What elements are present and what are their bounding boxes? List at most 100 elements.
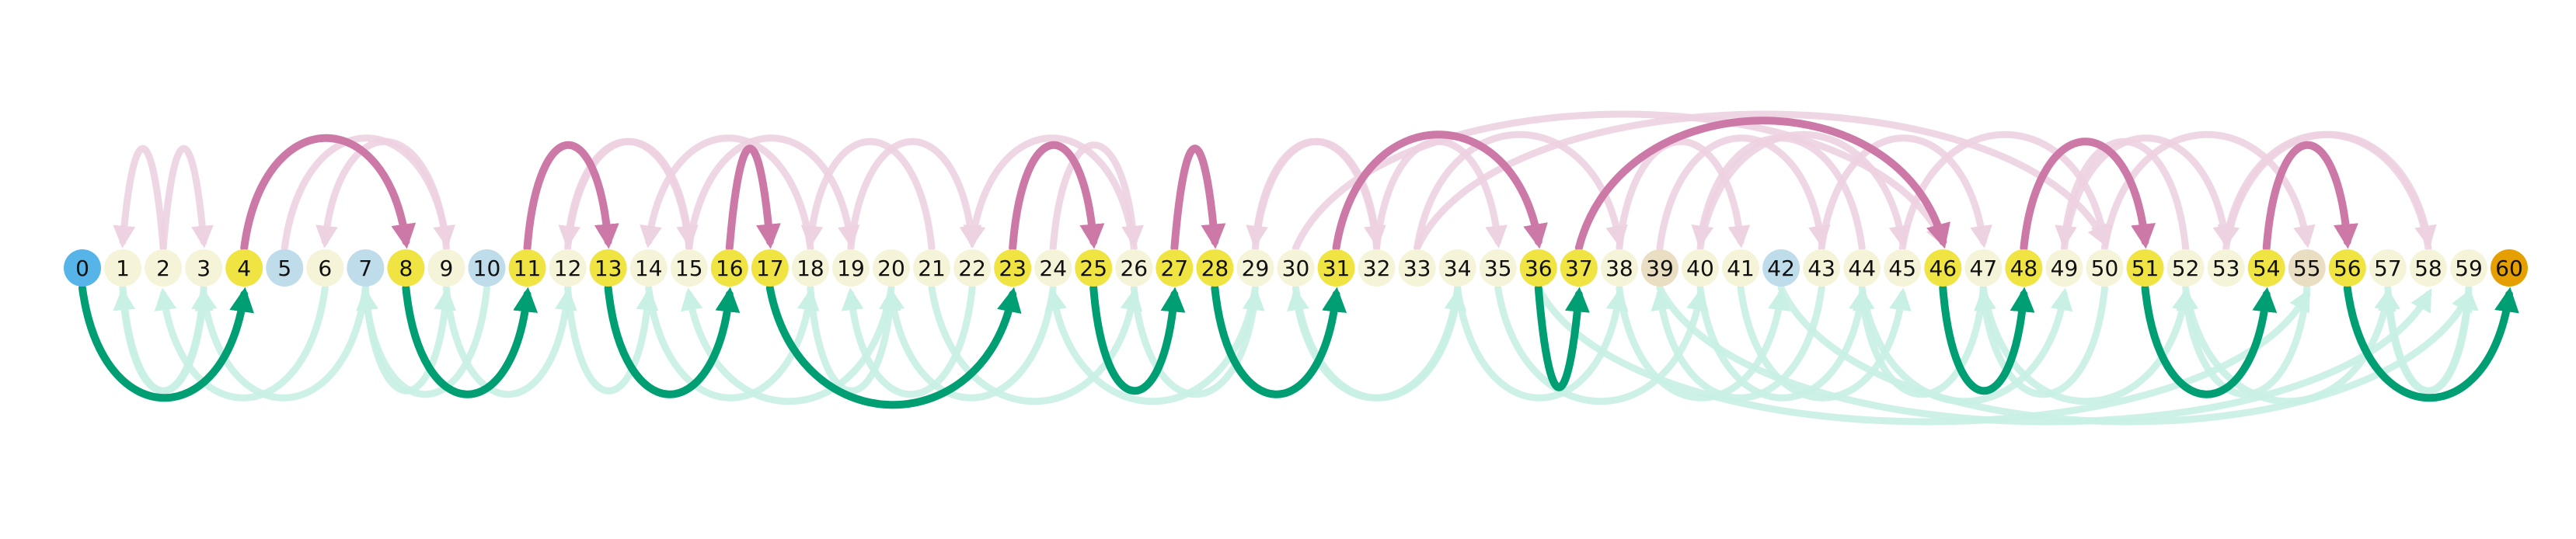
node-label: 22 (958, 256, 986, 281)
node-label: 10 (473, 256, 501, 281)
node-37: 37 (1560, 249, 1598, 287)
node-55: 55 (2288, 249, 2326, 287)
node-label: 36 (1525, 256, 1553, 281)
node-label: 26 (1120, 256, 1148, 281)
node-label: 31 (1323, 256, 1351, 281)
node-label: 25 (1079, 256, 1107, 281)
node-40: 40 (1682, 249, 1719, 287)
node-7: 7 (347, 249, 384, 287)
node-label: 50 (2091, 256, 2119, 281)
node-38: 38 (1601, 249, 1638, 287)
node-label: 47 (1970, 256, 1998, 281)
node-25: 25 (1075, 249, 1112, 287)
node-label: 16 (716, 256, 744, 281)
node-label: 55 (2293, 256, 2321, 281)
node-15: 15 (671, 249, 708, 287)
node-39: 39 (1641, 249, 1678, 287)
node-label: 1 (116, 256, 130, 281)
node-label: 49 (2051, 256, 2079, 281)
node-label: 58 (2414, 256, 2442, 281)
node-27: 27 (1156, 249, 1193, 287)
node-label: 14 (635, 256, 663, 281)
node-57: 57 (2369, 249, 2407, 287)
path-arc-48-to-51 (2024, 141, 2145, 248)
node-20: 20 (873, 249, 910, 287)
path-arc-28-to-31 (1215, 288, 1336, 395)
node-label: 59 (2455, 256, 2483, 281)
node-10: 10 (469, 249, 506, 287)
node-51: 51 (2127, 249, 2164, 287)
node-31: 31 (1318, 249, 1355, 287)
node-23: 23 (994, 249, 1031, 287)
node-label: 41 (1727, 256, 1755, 281)
node-58: 58 (2410, 249, 2447, 287)
node-label: 12 (554, 256, 582, 281)
node-53: 53 (2208, 249, 2245, 287)
node-16: 16 (711, 249, 748, 287)
node-24: 24 (1034, 249, 1072, 287)
node-label: 32 (1363, 256, 1391, 281)
node-8: 8 (387, 249, 424, 287)
node-label: 4 (237, 256, 251, 281)
node-9: 9 (427, 249, 465, 287)
path-arc-27-to-28 (1174, 148, 1215, 248)
node-44: 44 (1843, 249, 1881, 287)
faint-arc-9-to-12 (446, 288, 567, 395)
node-label: 28 (1201, 256, 1229, 281)
node-22: 22 (953, 249, 991, 287)
node-13: 13 (590, 249, 627, 287)
node-36: 36 (1520, 249, 1557, 287)
node-59: 59 (2450, 249, 2487, 287)
faint-arc-9-to-6 (325, 141, 446, 248)
node-label: 29 (1242, 256, 1270, 281)
node-label: 15 (675, 256, 703, 281)
node-46: 46 (1924, 249, 1961, 287)
node-label: 18 (797, 256, 824, 281)
node-label: 30 (1282, 256, 1310, 281)
node-label: 35 (1484, 256, 1512, 281)
node-label: 24 (1039, 256, 1067, 281)
node-28: 28 (1196, 249, 1233, 287)
node-47: 47 (1964, 249, 2002, 287)
node-label: 42 (1767, 256, 1795, 281)
node-30: 30 (1278, 249, 1315, 287)
faint-arc-34-to-30 (1296, 288, 1458, 398)
node-label: 34 (1444, 256, 1472, 281)
node-48: 48 (2005, 249, 2042, 287)
node-label: 45 (1888, 256, 1916, 281)
node-label: 46 (1929, 256, 1957, 281)
path-arc-16-to-17 (730, 148, 770, 248)
node-4: 4 (225, 249, 263, 287)
node-5: 5 (266, 249, 303, 287)
node-label: 53 (2212, 256, 2240, 281)
node-19: 19 (832, 249, 870, 287)
node-label: 39 (1646, 256, 1674, 281)
node-label: 2 (156, 256, 170, 281)
node-label: 33 (1403, 256, 1431, 281)
node-11: 11 (509, 249, 546, 287)
node-label: 40 (1686, 256, 1714, 281)
node-60: 60 (2491, 249, 2528, 287)
node-label: 6 (318, 256, 332, 281)
node-0: 0 (64, 249, 101, 287)
node-label: 23 (999, 256, 1027, 281)
node-label: 44 (1848, 256, 1876, 281)
node-label: 13 (594, 256, 622, 281)
node-label: 21 (918, 256, 946, 281)
node-label: 17 (756, 256, 784, 281)
node-3: 3 (185, 249, 222, 287)
node-label: 37 (1565, 256, 1593, 281)
node-54: 54 (2248, 249, 2285, 287)
faint-arc-2-to-3 (163, 148, 204, 248)
node-43: 43 (1803, 249, 1840, 287)
node-32: 32 (1358, 249, 1396, 287)
node-1: 1 (104, 249, 141, 287)
node-12: 12 (549, 249, 587, 287)
node-26: 26 (1115, 249, 1152, 287)
node-6: 6 (306, 249, 343, 287)
node-label: 8 (399, 256, 413, 281)
node-label: 20 (877, 256, 905, 281)
faint-arc-21-to-18 (810, 141, 932, 248)
node-label: 7 (358, 256, 372, 281)
node-layer: 0 1 2 3 4 5 6 7 8 9 10 11 12 13 14 15 16 17 18 19 20 21 22 23 24… (64, 249, 2528, 287)
